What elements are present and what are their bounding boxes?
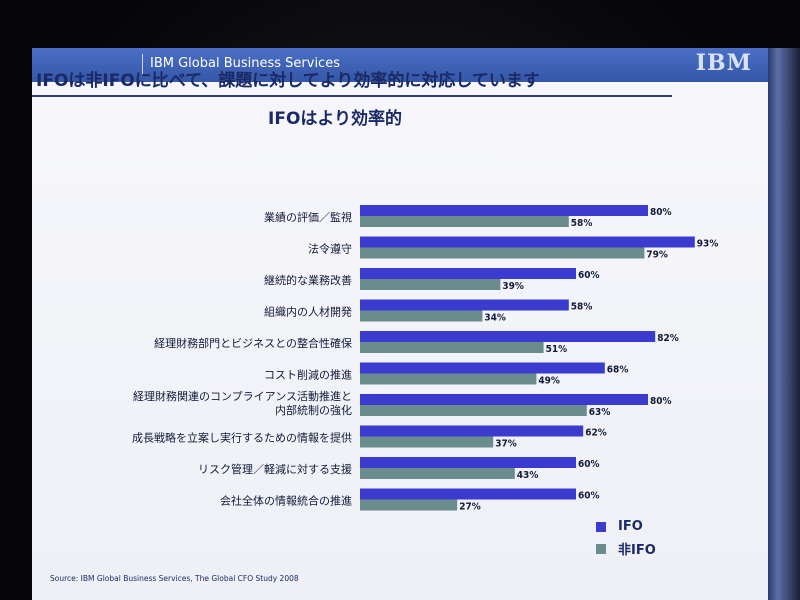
bar-ifo [360, 362, 605, 374]
adjacent-slide-edge [768, 48, 800, 600]
bar-non-ifo [360, 468, 515, 479]
bar-ifo [360, 425, 584, 437]
bar-ifo [360, 394, 648, 405]
category-label: リスク管理／軽減に対する支援 [198, 462, 352, 476]
data-label: 60% [578, 491, 600, 502]
source-note: Source: IBM Global Business Services, Th… [50, 574, 299, 583]
data-label: 27% [459, 502, 481, 513]
data-label: 34% [484, 313, 506, 324]
data-label: 37% [495, 439, 517, 450]
data-label: 49% [538, 376, 560, 387]
legend-label-ifo: IFO [618, 519, 643, 534]
data-label: 82% [657, 333, 679, 344]
title-underline [32, 95, 672, 97]
bar-ifo [360, 236, 695, 248]
data-label: 62% [585, 428, 607, 439]
header-bar: IBM Global Business Services IBM [32, 48, 768, 82]
category-label: 経理財務部門とビジネスとの整合性確保 [154, 336, 352, 350]
data-label: 68% [607, 365, 629, 376]
bar-non-ifo [360, 279, 501, 290]
category-label: 継続的な業務改善 [264, 273, 352, 287]
bar-non-ifo [360, 310, 483, 322]
legend-label-non-ifo: 非IFO [618, 543, 656, 558]
bar-ifo [360, 299, 569, 311]
bar-non-ifo [360, 405, 587, 416]
data-label: 93% [697, 239, 719, 250]
data-label: 80% [650, 207, 672, 218]
category-label: 法令遵守 [308, 242, 352, 256]
data-label: 80% [650, 396, 672, 407]
bar-non-ifo [360, 436, 494, 448]
category-label: コスト削減の推進 [264, 368, 352, 382]
bar-non-ifo [360, 499, 458, 511]
legend-item-non-ifo: 非IFO [596, 539, 656, 558]
data-label: 43% [517, 470, 539, 481]
data-label: 79% [646, 250, 668, 261]
data-label: 51% [546, 344, 568, 355]
slide-title: IFOは非IFOに比べて、課題に対してより効率的に対応しています [36, 71, 540, 91]
category-label: 成長戦略を立案し実行するための情報を提供 [132, 431, 352, 445]
chart-title: IFOはより効率的 [268, 109, 403, 129]
bar-non-ifo [360, 373, 537, 385]
bar-ifo [360, 268, 576, 279]
data-label: 39% [502, 281, 524, 292]
data-label: 58% [571, 218, 593, 229]
category-label: 組織内の人材開発 [264, 305, 352, 319]
bar-non-ifo [360, 216, 569, 227]
category-label: 業績の評価／監視 [264, 210, 352, 224]
data-label: 58% [571, 302, 593, 313]
data-label: 60% [578, 459, 600, 470]
bar-ifo [360, 205, 648, 216]
data-label: 60% [578, 270, 600, 281]
category-label: 会社全体の情報統合の推進 [220, 494, 352, 508]
bar-ifo [360, 331, 656, 342]
brand-label: IBM Global Business Services [150, 56, 340, 71]
ibm-logo: IBM [695, 50, 752, 76]
category-label: 経理財務関連のコンプライアンス活動推進と内部統制の強化 [133, 389, 352, 417]
legend-swatch-non-ifo [596, 543, 606, 554]
bar-ifo [360, 488, 576, 500]
bar-non-ifo [360, 342, 544, 353]
bar-non-ifo [360, 247, 645, 259]
legend-item-ifo: IFO [596, 519, 643, 534]
header-divider [142, 54, 143, 76]
data-label: 63% [589, 407, 611, 418]
legend-swatch-ifo [596, 521, 606, 532]
bar-ifo [360, 457, 576, 468]
